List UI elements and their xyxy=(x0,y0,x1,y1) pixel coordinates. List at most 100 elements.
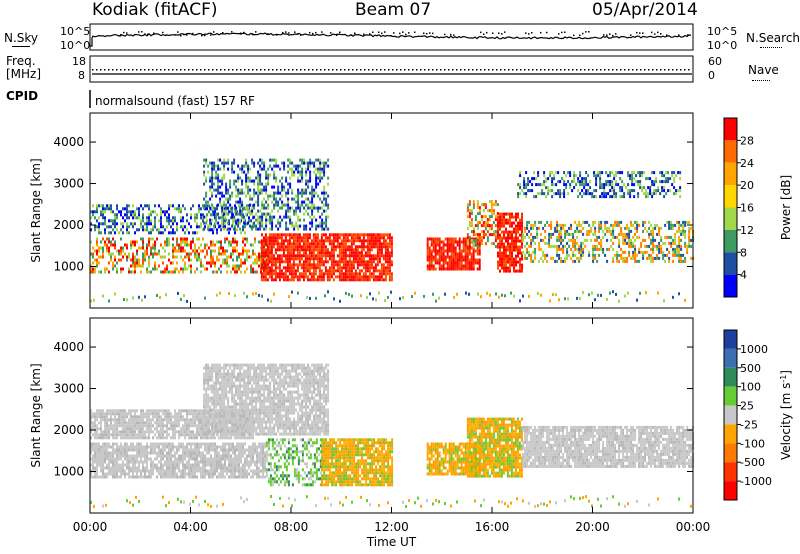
scatter-cell xyxy=(128,445,130,449)
scatter-cell xyxy=(266,242,269,246)
scatter-cell xyxy=(262,278,265,282)
scatter-cell xyxy=(315,167,318,171)
scatter-cell xyxy=(222,448,224,452)
scatter-cell xyxy=(655,189,658,193)
noise-search-dot xyxy=(252,33,254,35)
scatter-cell xyxy=(104,240,106,244)
scatter-cell xyxy=(98,249,100,253)
scatter-cell xyxy=(184,207,186,211)
scatter-cell xyxy=(490,215,493,219)
scatter-cell xyxy=(533,177,536,181)
noise-search-dot xyxy=(450,33,452,36)
scatter-cell xyxy=(583,183,586,187)
scatter-cell xyxy=(112,252,114,256)
scatter-cell xyxy=(211,182,214,186)
scatter-cell xyxy=(294,272,297,276)
scatter-cell xyxy=(456,255,459,259)
scatter-cell xyxy=(499,218,501,222)
scatter-cell xyxy=(524,256,527,260)
nave-dot xyxy=(408,69,410,71)
scatter-cell xyxy=(374,263,377,267)
scatter-cell xyxy=(184,249,186,253)
scatter-cell xyxy=(362,245,365,249)
scatter-cell xyxy=(297,194,300,198)
scatter-cell xyxy=(317,206,320,210)
scatter-cell xyxy=(600,226,603,230)
scatter-cell xyxy=(616,220,619,224)
scatter-cell xyxy=(122,448,124,452)
nave-dot xyxy=(412,69,414,71)
scatter-cell xyxy=(266,239,269,243)
scatter-cell xyxy=(90,472,92,476)
scatter-cell xyxy=(261,188,264,192)
scatter-cell xyxy=(634,220,637,224)
scatter-cell xyxy=(261,206,264,210)
scatter-cell xyxy=(474,224,477,228)
scatter-cell xyxy=(318,251,321,255)
nave-dot xyxy=(304,69,306,71)
scatter-cell xyxy=(194,454,196,458)
scatter-cell xyxy=(312,260,315,264)
scatter-cell xyxy=(261,215,264,219)
nave-dot xyxy=(232,69,234,71)
nave-dot xyxy=(652,69,654,71)
scatter-cell xyxy=(277,200,280,204)
scatter-cell xyxy=(338,272,341,276)
nave-dot xyxy=(284,69,286,71)
scatter-cell xyxy=(328,242,331,246)
scatter-cell xyxy=(132,469,134,473)
scatter-cell xyxy=(232,249,234,253)
scatter-cell xyxy=(684,220,687,224)
scatter-cell xyxy=(122,255,124,259)
scatter-cell xyxy=(627,174,630,178)
scatter-cell xyxy=(270,266,273,270)
scatter-cell xyxy=(296,242,299,246)
scatter-cell xyxy=(332,239,335,243)
scatter-cell xyxy=(611,195,614,199)
scatter-cell xyxy=(505,248,507,252)
scatter-cell xyxy=(376,257,379,261)
scatter-cell xyxy=(442,243,445,247)
scatter-cell xyxy=(515,263,517,267)
scatter-cell xyxy=(287,206,290,210)
scatter-cell xyxy=(293,197,296,201)
scatter-cell xyxy=(259,221,262,225)
scatter-cell xyxy=(132,454,134,458)
scatter-cell xyxy=(586,232,589,236)
scatter-cell xyxy=(346,269,349,273)
scatter-cell xyxy=(294,263,297,267)
scatter-cell xyxy=(300,263,303,267)
scatter-cell xyxy=(454,249,457,253)
scatter-cell xyxy=(501,260,503,264)
noise-search-dot xyxy=(294,31,296,33)
scatter-cell xyxy=(128,231,130,235)
scatter-cell xyxy=(674,247,677,251)
scatter-cell xyxy=(556,235,559,239)
scatter-cell xyxy=(287,164,290,168)
scatter-cell xyxy=(266,254,269,258)
scatter-cell xyxy=(306,245,309,249)
scatter-cell xyxy=(336,245,339,249)
scatter-cell xyxy=(450,237,453,241)
scatter-cell xyxy=(370,242,373,246)
nave-dot xyxy=(688,69,690,71)
scatter-cell xyxy=(650,229,653,233)
scatter-cell xyxy=(182,445,184,449)
scatter-cell xyxy=(264,239,267,243)
scatter-cell xyxy=(327,182,330,186)
scatter-cell xyxy=(112,454,114,458)
scatter-cell xyxy=(466,203,469,207)
nave-dot xyxy=(228,69,230,71)
scatter-cell xyxy=(200,216,202,220)
scatter-cell xyxy=(94,448,96,452)
scatter-cell xyxy=(323,221,326,225)
scatter-cell xyxy=(591,195,594,199)
scatter-cell xyxy=(567,171,570,175)
scatter-cell xyxy=(102,454,104,458)
scatter-cell xyxy=(291,173,294,177)
scatter-cell xyxy=(307,197,310,201)
scatter-cell xyxy=(278,242,281,246)
scatter-cell xyxy=(134,243,136,247)
scatter-cell xyxy=(665,180,668,184)
scatter-cell xyxy=(118,475,120,479)
